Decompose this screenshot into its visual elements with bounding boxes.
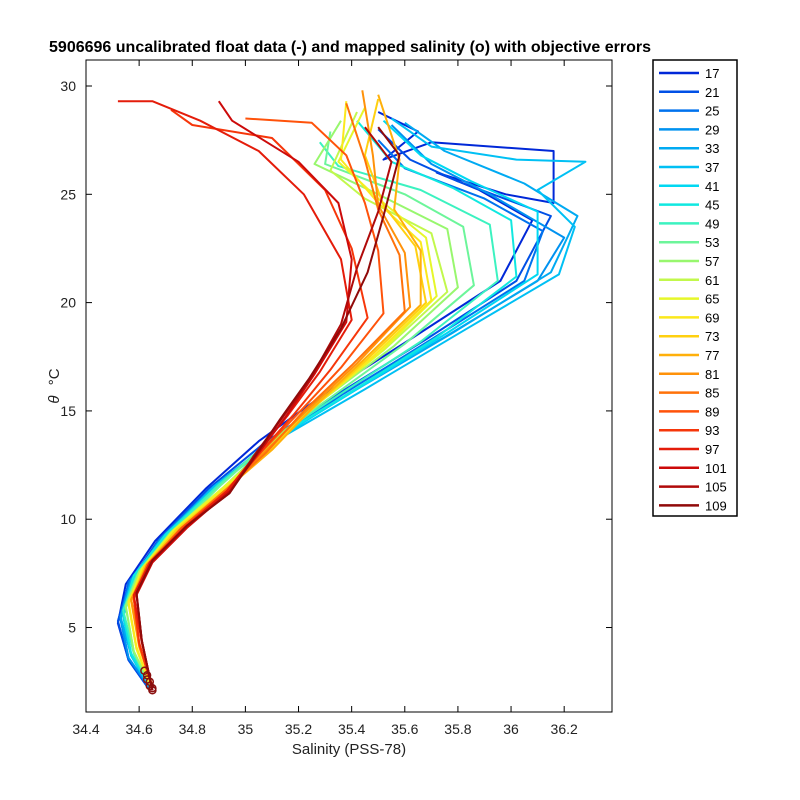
x-tick-label: 36 <box>503 721 519 737</box>
series-lines <box>116 90 587 691</box>
x-tick-label: 35.4 <box>338 721 365 737</box>
legend-label-29: 29 <box>705 122 719 137</box>
legend-box <box>652 59 738 517</box>
legend-label-105: 105 <box>705 480 727 495</box>
y-axis-label-symbol: θ <box>46 395 63 403</box>
legend-label-41: 41 <box>705 179 719 194</box>
mapped-salinity-markers <box>140 666 157 695</box>
legend-label-21: 21 <box>705 85 719 100</box>
legend-label-89: 89 <box>705 404 719 419</box>
series-line-17 <box>116 111 555 691</box>
x-tick-label: 36.2 <box>551 721 578 737</box>
series-line-97 <box>117 100 353 689</box>
axis-ticks: 34.4 34.6 34.8 35 35.2 35.4 35.6 35.8 36 36.2 5 10 1… <box>60 60 612 737</box>
legend-label-77: 77 <box>705 348 719 363</box>
y-axis-label: θ °C <box>46 368 63 403</box>
legend-label-81: 81 <box>705 367 719 382</box>
legend-label-49: 49 <box>705 216 719 231</box>
legend-label-25: 25 <box>705 104 719 119</box>
legend-label-37: 37 <box>705 160 719 175</box>
legend-label-101: 101 <box>705 461 727 476</box>
mapped-salinity-marker <box>148 686 157 695</box>
legend-label-69: 69 <box>705 310 719 325</box>
x-axis-label: Salinity (PSS-78) <box>292 741 406 758</box>
legend-items: 17 21 25 29 33 37 41 45 49 53 57 61 65 69 73 77 81 85 89 93… <box>659 66 727 513</box>
svg-text:θ °C: θ °C <box>46 368 63 403</box>
x-tick-label: 35 <box>238 721 254 737</box>
x-tick-label: 35.6 <box>391 721 418 737</box>
y-tick-label: 15 <box>60 403 76 419</box>
legend-label-93: 93 <box>705 423 719 438</box>
legend-label-61: 61 <box>705 273 719 288</box>
x-tick-label: 34.8 <box>179 721 206 737</box>
y-tick-label: 20 <box>60 295 76 311</box>
x-tick-label: 35.8 <box>444 721 471 737</box>
chart-title: 5906696 uncalibrated float data (-) and … <box>49 39 651 56</box>
y-axis-label-unit: °C <box>46 368 63 385</box>
y-tick-label: 30 <box>60 78 76 94</box>
y-tick-label: 10 <box>60 511 76 527</box>
y-tick-label: 25 <box>60 186 76 202</box>
x-tick-label: 34.6 <box>126 721 153 737</box>
legend-label-65: 65 <box>705 292 719 307</box>
legend-label-53: 53 <box>705 235 719 250</box>
legend-label-109: 109 <box>705 498 727 513</box>
legend-label-85: 85 <box>705 386 719 401</box>
x-tick-label: 34.4 <box>72 721 99 737</box>
x-tick-label: 35.2 <box>285 721 312 737</box>
y-tick-label: 5 <box>68 620 76 636</box>
legend-label-97: 97 <box>705 442 719 457</box>
legend-label-17: 17 <box>705 66 719 81</box>
legend-label-33: 33 <box>705 141 719 156</box>
legend: 17 21 25 29 33 37 41 45 49 53 57 61 65 69 73 77 81 85 89 93… <box>652 59 738 517</box>
series-line-109 <box>135 126 401 691</box>
legend-label-45: 45 <box>705 198 719 213</box>
legend-label-73: 73 <box>705 329 719 344</box>
legend-label-57: 57 <box>705 254 719 269</box>
